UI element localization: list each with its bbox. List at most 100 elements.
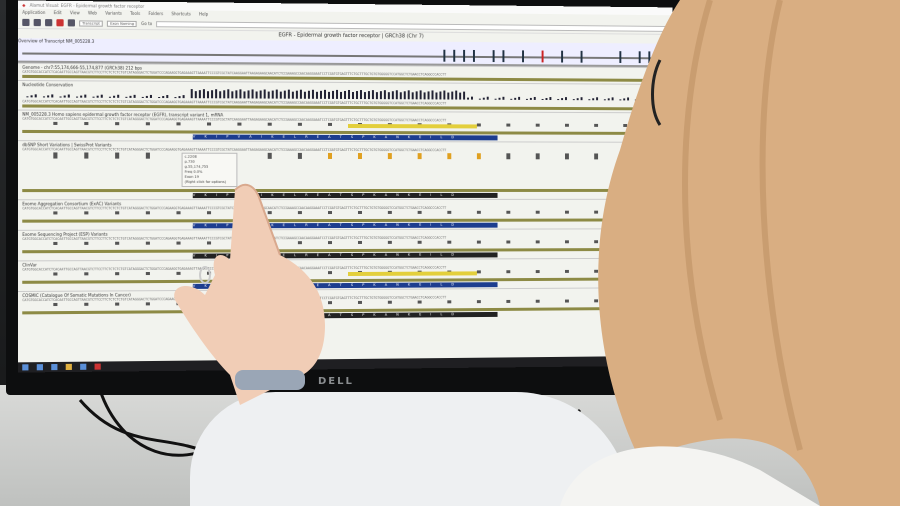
toolbar-icon[interactable] <box>45 19 53 27</box>
variant-mark[interactable] <box>447 153 452 160</box>
variant-mark[interactable] <box>506 240 511 244</box>
overview-exon[interactable] <box>492 50 495 63</box>
conservation-bar <box>59 96 62 98</box>
menu-item-view[interactable]: View <box>69 10 80 16</box>
variant-mark[interactable] <box>476 240 481 244</box>
variant-mark[interactable] <box>84 122 89 126</box>
variant-mark[interactable] <box>417 153 422 160</box>
variant-mark[interactable] <box>145 152 150 159</box>
menu-item-help[interactable]: Help <box>198 11 209 17</box>
variant-mark[interactable] <box>145 241 150 245</box>
variant-mark[interactable] <box>476 123 481 127</box>
variant-mark[interactable] <box>267 152 272 159</box>
variant-mark[interactable] <box>535 123 540 127</box>
variant-mark[interactable] <box>84 302 89 306</box>
variant-mark[interactable] <box>506 270 511 274</box>
app-icon[interactable] <box>80 363 87 370</box>
variant-mark[interactable] <box>535 240 540 244</box>
variant-mark[interactable] <box>357 153 362 160</box>
variant-mark[interactable] <box>145 302 150 306</box>
variant-mark[interactable] <box>535 210 540 214</box>
variant-mark[interactable] <box>115 272 120 276</box>
overview-exon[interactable] <box>472 49 475 62</box>
variant-mark[interactable] <box>84 211 89 215</box>
variant-mark[interactable] <box>328 152 333 159</box>
variant-mark[interactable] <box>53 152 58 159</box>
variant-mark[interactable] <box>297 122 302 126</box>
menu-item-web[interactable]: Web <box>87 10 97 16</box>
variant-mark[interactable] <box>506 299 511 303</box>
variant-mark[interactable] <box>53 121 58 125</box>
variant-mark[interactable] <box>447 240 452 244</box>
variant-mark[interactable] <box>447 300 452 304</box>
toolbar-icon[interactable] <box>33 18 41 27</box>
variant-mark[interactable] <box>476 210 481 214</box>
variant-mark[interactable] <box>417 240 422 244</box>
variant-mark[interactable] <box>53 272 58 276</box>
variant-mark[interactable] <box>237 122 242 126</box>
folder-icon[interactable] <box>65 363 72 371</box>
overview-exon[interactable] <box>502 50 505 63</box>
variant-mark[interactable] <box>387 153 392 160</box>
exon-naming-select[interactable]: Exon Naming <box>107 20 138 27</box>
variant-mark[interactable] <box>115 241 120 245</box>
search-icon[interactable] <box>36 364 43 371</box>
variant-mark[interactable] <box>387 300 392 304</box>
variant-mark[interactable] <box>328 122 333 126</box>
overview-exon[interactable] <box>443 49 446 62</box>
variant-mark[interactable] <box>417 300 422 304</box>
variant-mark[interactable] <box>387 240 392 244</box>
edge-icon[interactable] <box>51 363 58 371</box>
variant-mark[interactable] <box>535 270 540 274</box>
variant-mark[interactable] <box>447 210 452 214</box>
variant-mark[interactable] <box>476 270 481 274</box>
variant-mark[interactable] <box>476 300 481 304</box>
variant-mark[interactable] <box>145 271 150 276</box>
variant-mark[interactable] <box>417 210 422 214</box>
variant-mark[interactable] <box>176 122 181 126</box>
variant-mark[interactable] <box>145 122 150 126</box>
alamut-icon[interactable] <box>94 363 101 370</box>
variant-mark[interactable] <box>53 241 58 245</box>
transcript-select[interactable]: Transcript <box>79 19 103 27</box>
toolbar-icon[interactable] <box>67 19 75 27</box>
conservation-bar <box>423 92 426 100</box>
variant-mark[interactable] <box>84 241 89 245</box>
toolbar-icon[interactable] <box>22 18 30 27</box>
variant-mark[interactable] <box>115 122 120 126</box>
overview-exon[interactable] <box>541 50 544 63</box>
menu-item-edit[interactable]: Edit <box>53 9 62 16</box>
menu-item-variants[interactable]: Variants <box>105 10 122 16</box>
variant-mark[interactable] <box>53 302 58 307</box>
menu-item-application[interactable]: Application <box>22 9 46 15</box>
protein-track: V K I P V A I K E L R E A T S P K A N K … <box>192 134 498 141</box>
overview-exon[interactable] <box>463 49 466 62</box>
variant-mark[interactable] <box>535 153 540 160</box>
variant-mark[interactable] <box>506 123 511 127</box>
variant-mark[interactable] <box>506 210 511 214</box>
variant-mark[interactable] <box>115 211 120 215</box>
menu-item-shortcuts[interactable]: Shortcuts <box>171 11 191 17</box>
variant-mark[interactable] <box>84 272 89 276</box>
toolbar-icon[interactable] <box>56 19 64 27</box>
conservation-bar <box>387 92 390 100</box>
menu-item-tools[interactable]: Tools <box>130 10 141 16</box>
overview-exon[interactable] <box>453 49 456 62</box>
variant-mark[interactable] <box>115 152 120 159</box>
menu-item-folders[interactable]: Folders <box>148 10 164 17</box>
variant-mark[interactable] <box>84 152 89 159</box>
variant-mark[interactable] <box>506 153 511 160</box>
variant-mark[interactable] <box>115 302 120 306</box>
conservation-bar <box>518 96 520 100</box>
conservation-bar <box>415 91 418 100</box>
variant-mark[interactable] <box>297 152 302 159</box>
variant-mark[interactable] <box>535 299 540 303</box>
variant-mark[interactable] <box>387 210 392 214</box>
variant-mark[interactable] <box>145 211 150 215</box>
variant-mark[interactable] <box>53 211 58 215</box>
variant-mark[interactable] <box>476 153 481 160</box>
variant-mark[interactable] <box>267 122 272 126</box>
variant-mark[interactable] <box>206 122 212 126</box>
overview-exon[interactable] <box>522 50 525 63</box>
start-icon[interactable] <box>22 364 29 371</box>
